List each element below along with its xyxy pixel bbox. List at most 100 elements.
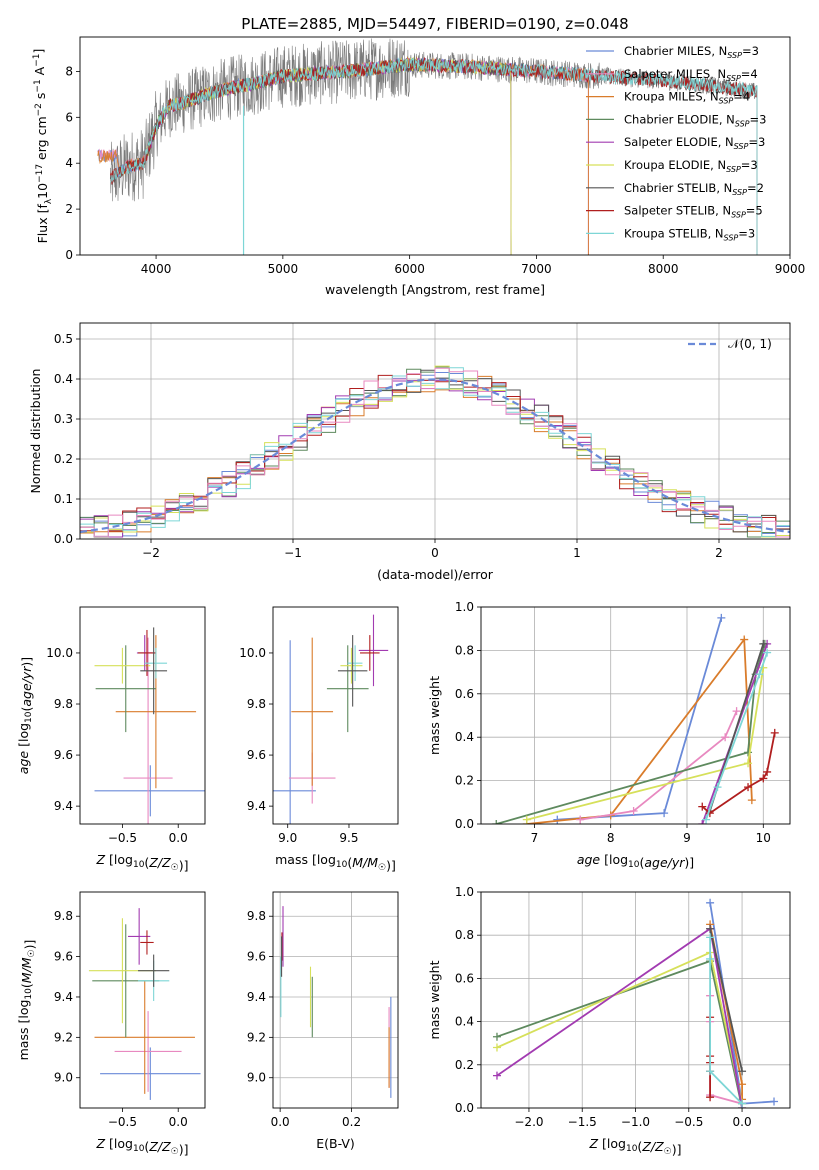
legend-text: Salpeter STELIB, N <box>624 204 731 218</box>
chart-spectrum: 4000 5000 6000 7000 8000 9000 0 2 4 6 8 wavelength … <box>31 36 805 297</box>
y-tick-label: 9.4 <box>247 990 266 1004</box>
errorbar <box>94 980 195 1094</box>
errorbar <box>340 647 363 684</box>
y-tick-label: 0.3 <box>54 412 73 426</box>
label-part: ( <box>144 855 149 870</box>
weight-marker <box>660 809 669 818</box>
axes-frame <box>79 36 791 256</box>
weight-marker <box>770 728 779 737</box>
model-line <box>110 57 758 255</box>
legend-label: Chabrier STELIB, NSSP=2 <box>624 181 764 197</box>
y-tick-label: 9.8 <box>247 909 266 923</box>
legend-subscript: SSP <box>735 119 750 128</box>
weight-marker <box>738 1099 747 1108</box>
y-tick-label: 2 <box>65 202 73 216</box>
axes-frame <box>480 891 791 1109</box>
label-part: /M <box>362 855 378 870</box>
y-axis-label: Normed distribution <box>28 369 43 494</box>
legend-text: =5 <box>746 204 763 218</box>
label-part: age <box>644 855 668 870</box>
label-part: log <box>609 852 628 867</box>
x-tick-label: 7000 <box>521 262 552 276</box>
weight-line <box>496 951 743 1104</box>
subscript: 10 <box>626 1144 638 1154</box>
errorbar <box>140 627 168 715</box>
weight-line <box>526 636 753 824</box>
y-tick-label: 10.0 <box>239 646 266 660</box>
label-part: −17 <box>35 164 45 183</box>
legend-subscript: SSP <box>726 74 741 83</box>
label-part: )] <box>684 855 694 870</box>
errorbar <box>138 629 156 676</box>
y-tick-label: 0.2 <box>455 774 474 788</box>
x-tick-label: 9.5 <box>339 831 358 845</box>
axes-frame <box>272 891 399 1109</box>
label-part: /yr <box>19 666 34 685</box>
label-part: s <box>33 93 48 104</box>
weight-marker <box>492 1032 501 1041</box>
legend-text: =4 <box>741 67 758 81</box>
legend-subscript: SSP <box>727 51 742 60</box>
label-part: /yr <box>667 855 686 870</box>
y-tick-label: 9.4 <box>54 990 73 1004</box>
label-part: Z <box>588 1136 598 1151</box>
y-tick-label: 0.8 <box>455 643 474 657</box>
y-tick-label: 0.0 <box>54 532 73 546</box>
x-axis-label: Z [log10(Z/Z☉)] <box>95 852 188 873</box>
label-part: Z <box>148 1139 158 1154</box>
x-tick-label: 0.0 <box>733 1115 752 1129</box>
x-tick-label: 0.0 <box>169 1115 188 1129</box>
legend-label: Salpeter MILES, NSSP=4 <box>624 67 758 83</box>
x-tick-label: 1 <box>573 546 581 560</box>
legend-text: Kroupa STELIB, N <box>624 226 724 240</box>
weight-line <box>496 959 743 1108</box>
legend-text: =3 <box>750 112 767 126</box>
legend-label: 𝒩(0, 1) <box>728 337 772 351</box>
label-part: −1 <box>33 79 43 92</box>
label-part: [ <box>16 742 31 751</box>
y-tick-label: 0.4 <box>455 730 474 744</box>
y-tick-label: 0 <box>65 248 73 262</box>
legend-label: Salpeter STELIB, NSSP=5 <box>624 204 763 220</box>
weight-marker <box>732 707 741 716</box>
weight-marker <box>738 1080 747 1089</box>
x-tick-label: 0.2 <box>342 1115 361 1129</box>
errorbar <box>94 647 151 684</box>
weight-marker <box>698 820 707 824</box>
y-tick-label: 1.0 <box>455 600 474 614</box>
weight-marker <box>759 639 768 648</box>
y-tick-label: 9.6 <box>54 950 73 964</box>
y-tick-label: 0.0 <box>455 817 474 831</box>
label-part: /Z <box>650 1139 664 1154</box>
label-part: log <box>16 1000 31 1019</box>
errorbar <box>95 645 156 733</box>
label-part: [ <box>598 1136 607 1151</box>
weight-marker <box>740 635 749 644</box>
label-part: E(B-V) <box>316 1136 355 1151</box>
errorbar <box>114 1011 182 1092</box>
legend-label: Salpeter ELODIE, NSSP=3 <box>624 135 765 151</box>
weight-marker <box>713 783 722 792</box>
label-part: ☉ <box>378 863 386 873</box>
axes-frame <box>480 606 791 825</box>
weight-lines <box>492 613 779 824</box>
weight-marker <box>738 1067 747 1076</box>
x-tick-label: 0.0 <box>169 831 188 845</box>
weight-marker <box>698 802 707 811</box>
y-tick-label: 0.6 <box>455 687 474 701</box>
weight-marker <box>763 648 772 657</box>
legend-label: Kroupa STELIB, NSSP=3 <box>624 226 755 242</box>
weight-marker <box>759 774 768 783</box>
y-tick-label: 9.8 <box>54 909 73 923</box>
subscript: 10 <box>133 1144 145 1154</box>
chart-residuals: −2 −1 0 1 2 0.0 0.1 0.2 0.3 0.4 0.5 (data-model)/er… <box>28 322 791 582</box>
y-tick-label: 0.2 <box>54 452 73 466</box>
y-axis-label: Flux [fλ10−17 erg cm−2 s−1 A−1] <box>31 49 54 244</box>
weight-marker <box>763 767 772 776</box>
y-tick-label: 6 <box>65 110 73 124</box>
weight-marker <box>706 1093 715 1102</box>
x-tick-label: 4000 <box>141 262 172 276</box>
label-part: erg cm <box>34 116 49 164</box>
weight-marker <box>717 613 726 622</box>
figure-title: PLATE=2885, MJD=54497, FIBERID=0190, z=0… <box>241 15 628 33</box>
